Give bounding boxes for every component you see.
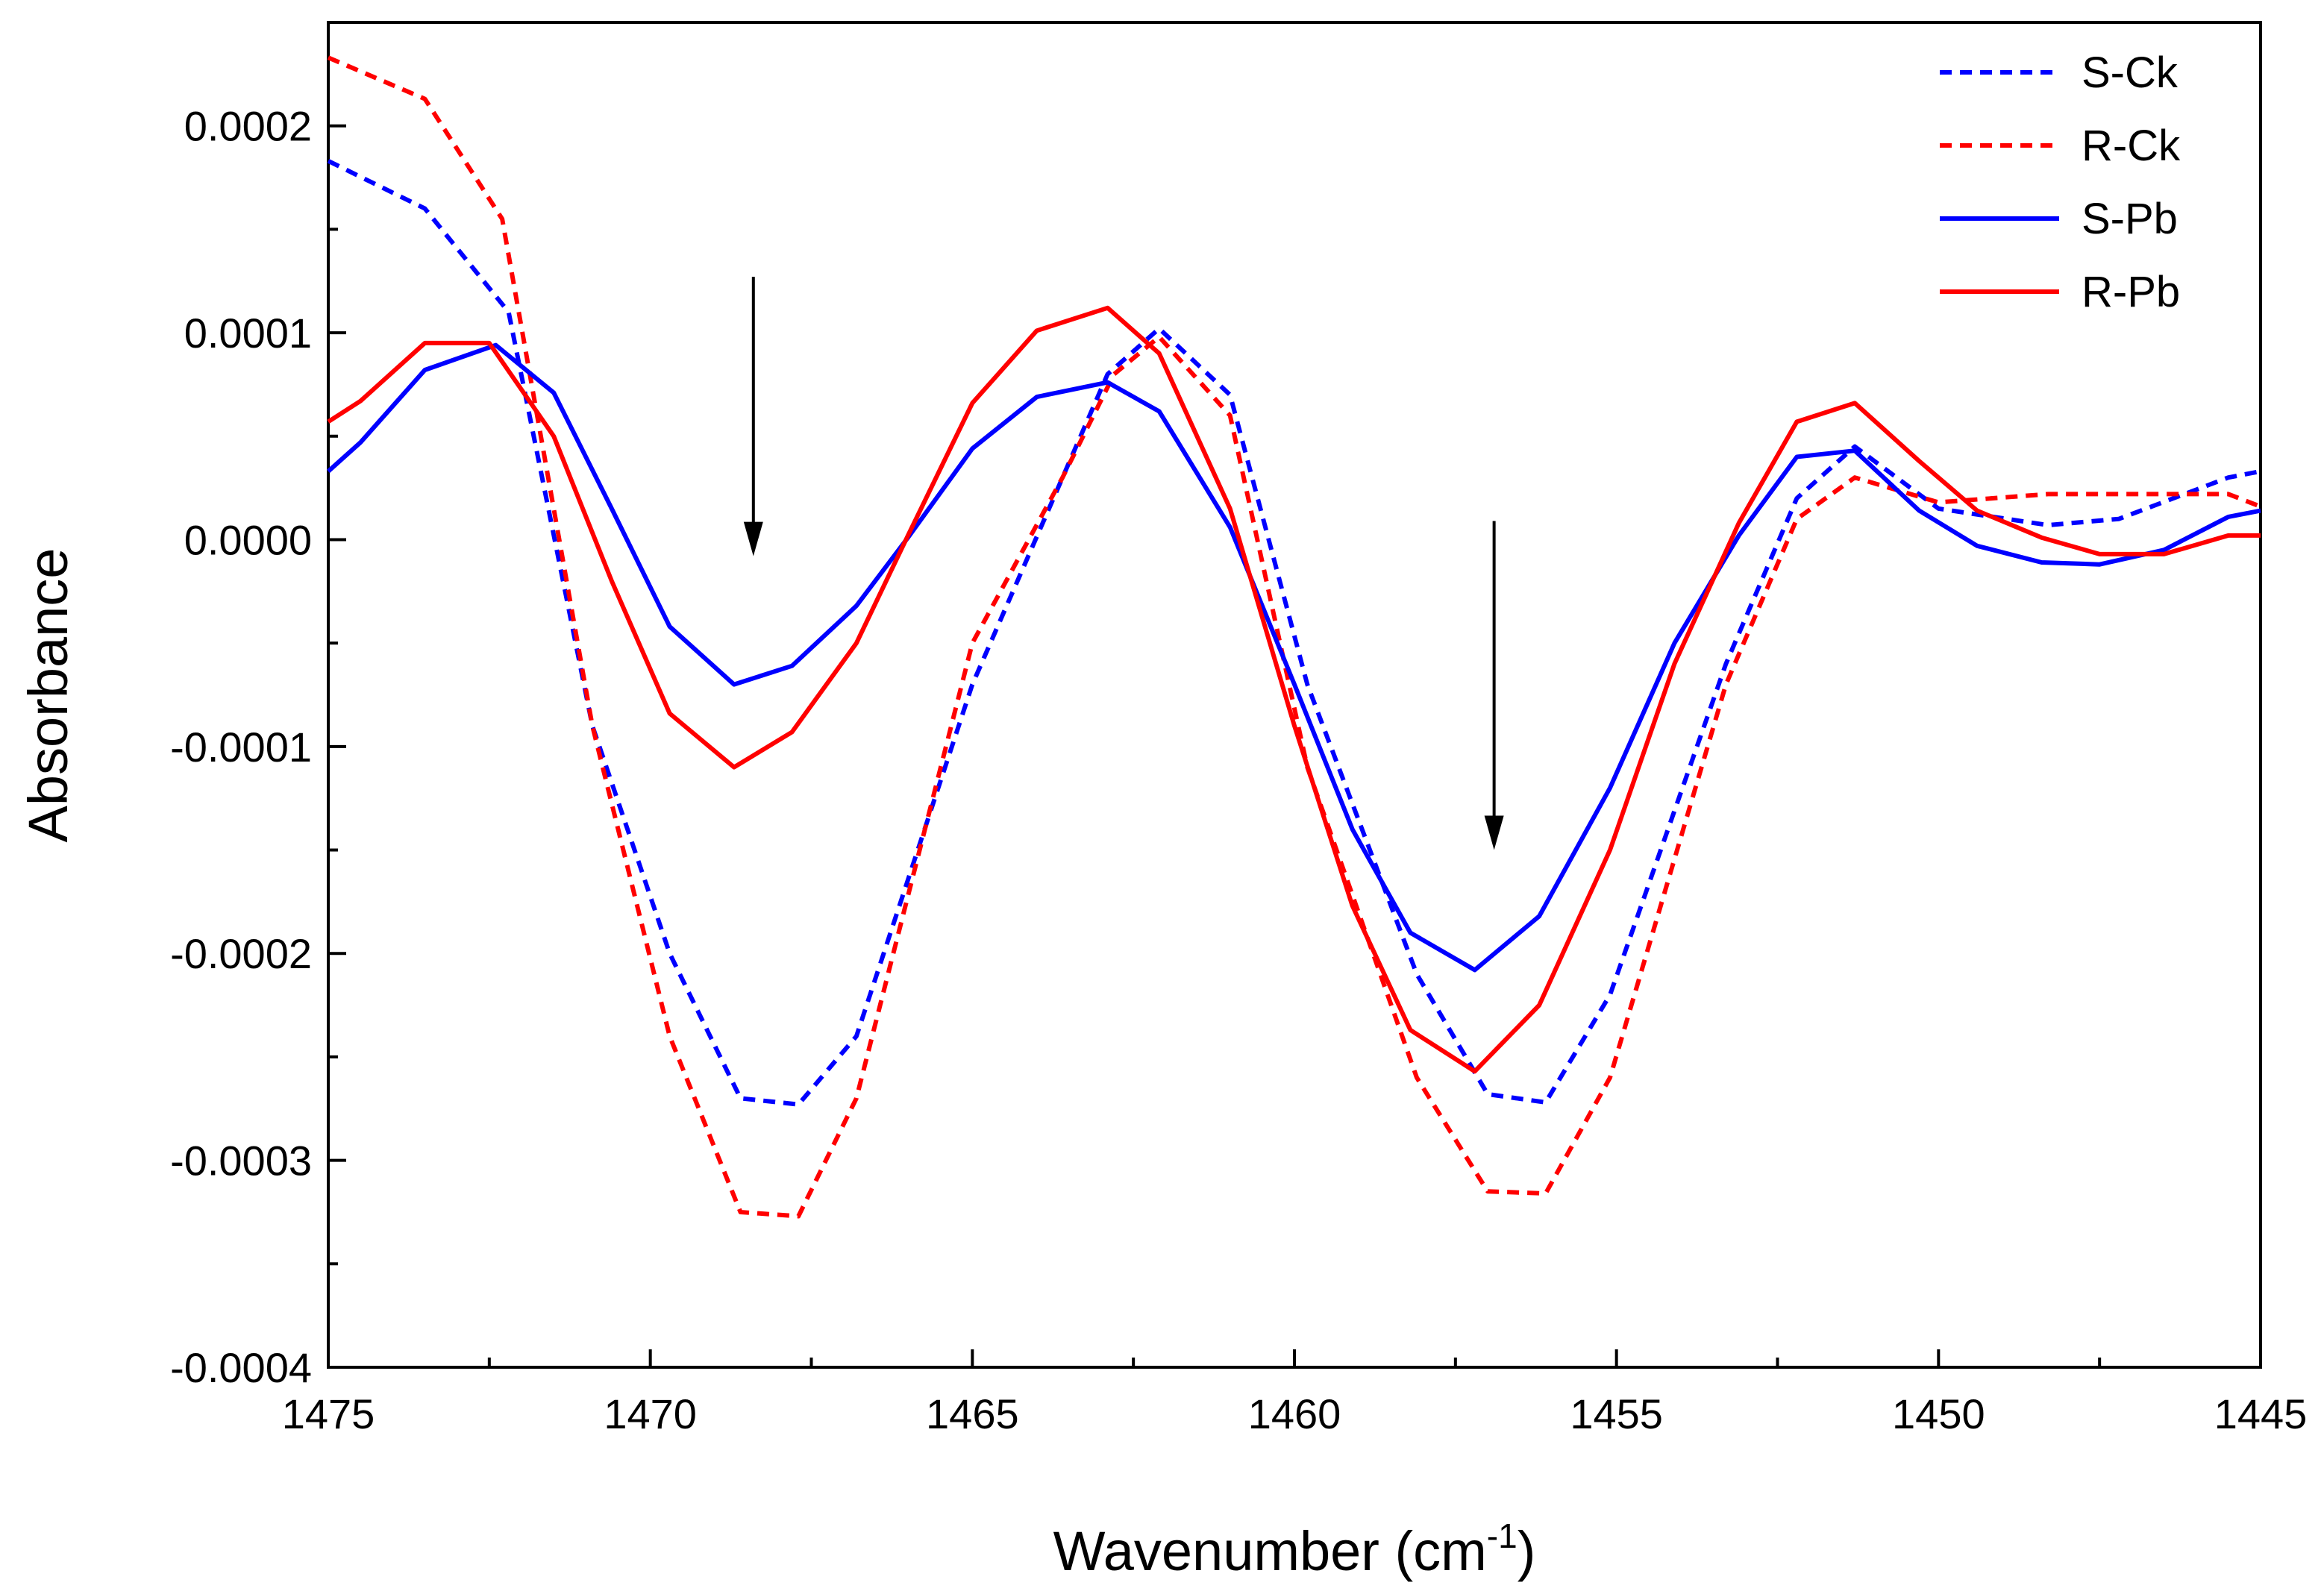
y-tick-label: 0.0002	[184, 103, 312, 150]
x-axis-title-tail: )	[1518, 1520, 1536, 1582]
legend-label-s-pb: S-Pb	[2082, 195, 2178, 243]
x-axis-title: Wavenumber (cm-1)	[1053, 1516, 1536, 1582]
series-line-r-pb	[327, 305, 2261, 1074]
x-tick-label: 1455	[1570, 1390, 1663, 1437]
arrow-head	[743, 521, 763, 556]
x-tick-label: 1470	[604, 1390, 697, 1437]
y-tick-labels: -0.0004 -0.0003 -0.0002 -0.0001 0.0000 0.0001…	[170, 103, 312, 1391]
x-tick-labels: 1475 1470 1465 1460 1455 1450 1445	[282, 1390, 2308, 1437]
plot-frame	[327, 21, 2262, 1369]
x-tick-label: 1450	[1892, 1390, 1985, 1437]
x-tick-label: 1475	[282, 1390, 375, 1437]
y-tick-label: -0.0003	[170, 1138, 312, 1184]
x-axis-title-main: Wavenumber (cm	[1053, 1520, 1487, 1582]
y-tick-label: 0.0000	[184, 516, 312, 563]
series-line-r-ck	[327, 55, 2262, 1219]
x-tick-label: 1465	[926, 1390, 1019, 1437]
legend: S-Ck R-Ck S-Pb R-Pb	[1940, 48, 2181, 316]
axis-ticks	[327, 21, 2262, 1369]
y-axis-title: Absorbance	[17, 548, 79, 843]
x-tick-label: 1445	[2214, 1390, 2308, 1437]
series-line-s-ck	[327, 159, 2261, 1107]
series-line-s-pb	[326, 342, 2261, 973]
y-tick-label: -0.0002	[170, 930, 312, 977]
x-tick-label: 1460	[1248, 1390, 1341, 1437]
x-axis-title-superscript: -1	[1487, 1516, 1518, 1555]
y-tick-label: -0.0004	[170, 1344, 312, 1391]
legend-label-s-ck: S-Ck	[2082, 48, 2179, 97]
legend-label-r-ck: R-Ck	[2082, 122, 2181, 170]
y-tick-label: -0.0001	[170, 724, 312, 771]
arrow-head	[1484, 815, 1504, 850]
legend-label-r-pb: R-Pb	[2082, 268, 2180, 316]
annotation-arrows	[743, 277, 1504, 850]
y-tick-label: 0.0001	[184, 310, 312, 357]
series-layer	[326, 55, 2262, 1219]
